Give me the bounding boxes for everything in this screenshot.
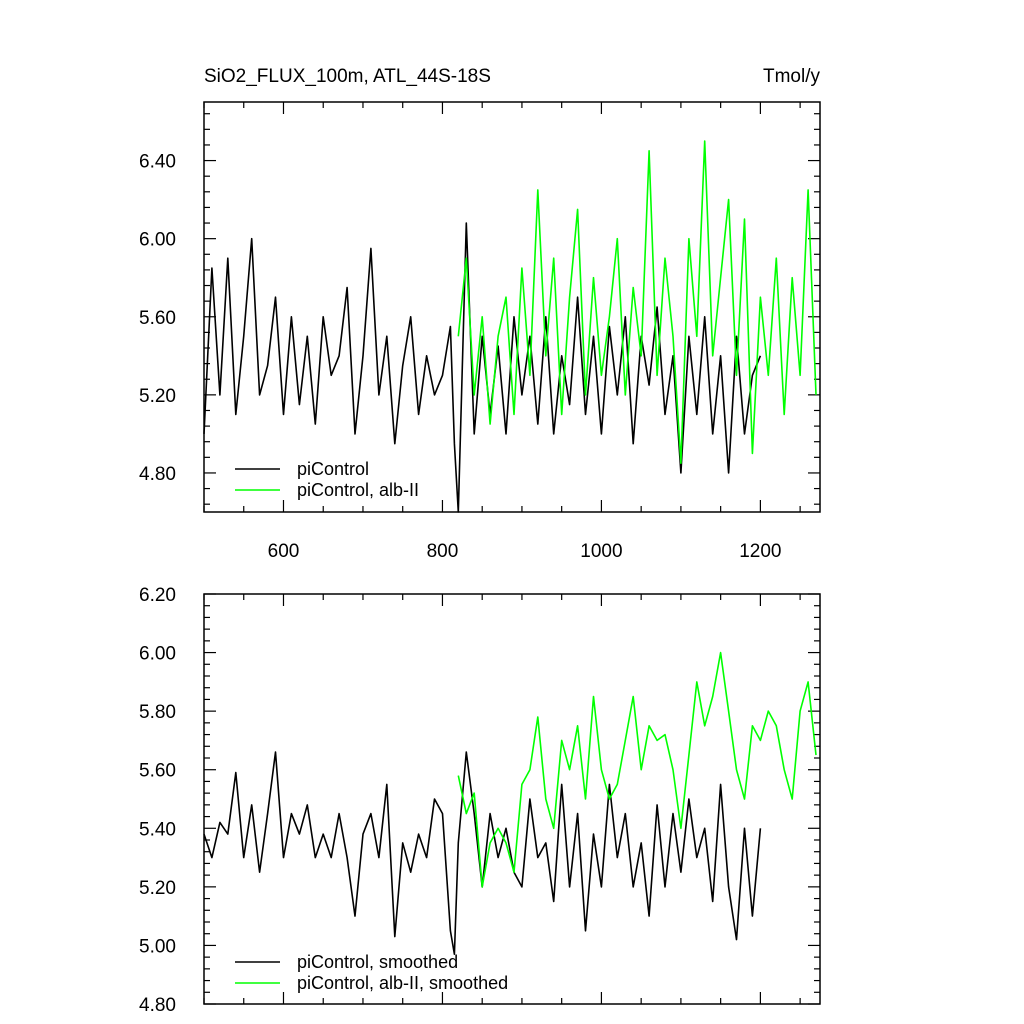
y-tick-label: 5.00 [139, 936, 176, 957]
y-tick-label: 5.40 [139, 819, 176, 840]
legend-label-picontrol-alb-ii-smoothed: piControl, alb-II, smoothed [297, 973, 508, 993]
tick-labels: 4.80 5.00 5.20 5.40 5.60 5.80 6.00 6.20 [139, 585, 176, 1016]
series-line-0 [203, 222, 762, 513]
panel-units: Tmol/y [763, 66, 821, 87]
x-tick-label: 1200 [739, 541, 781, 562]
tick-marks [203, 593, 820, 1005]
x-tick-label: 800 [427, 541, 459, 562]
legend-label-picontrol: piControl [297, 459, 369, 479]
y-tick-label: 5.80 [139, 702, 176, 723]
plot-frame [203, 593, 821, 1005]
x-tick-label: 600 [268, 541, 300, 562]
tick-labels: 600 800 1000 1200 4.80 5.20 5.60 6.00 6.40 [139, 152, 782, 562]
series-lines [203, 651, 817, 956]
y-tick-label: 6.20 [139, 585, 176, 606]
legend: piControl piControl, alb-II [235, 459, 419, 500]
top-panel: SiO2_FLUX_100m, ATL_44S-18S Tmol/y 600 80… [139, 66, 821, 562]
x-tick-label: 1000 [580, 541, 622, 562]
y-tick-label: 6.40 [139, 152, 176, 173]
y-tick-label: 5.20 [139, 386, 176, 407]
legend: piControl, smoothed piControl, alb-II, s… [235, 952, 508, 993]
series-lines [203, 140, 817, 513]
y-tick-label: 6.00 [139, 644, 176, 665]
y-tick-label: 6.00 [139, 230, 176, 251]
y-tick-label: 4.80 [139, 995, 176, 1016]
series-line-0 [203, 751, 762, 956]
tick-marks [203, 102, 820, 512]
y-tick-label: 5.60 [139, 308, 176, 329]
legend-label-picontrol-smoothed: piControl, smoothed [297, 952, 458, 972]
legend-label-picontrol-alb-ii: piControl, alb-II [297, 480, 419, 500]
series-line-1 [457, 140, 817, 465]
y-tick-label: 5.60 [139, 761, 176, 782]
y-tick-label: 5.20 [139, 878, 176, 899]
series-line-1 [457, 651, 817, 888]
plot-frame [203, 101, 821, 513]
panel-title: SiO2_FLUX_100m, ATL_44S-18S [204, 66, 491, 87]
bottom-panel: 4.80 5.00 5.20 5.40 5.60 5.80 6.00 6.20 piContr… [139, 585, 821, 1016]
y-tick-label: 4.80 [139, 464, 176, 485]
